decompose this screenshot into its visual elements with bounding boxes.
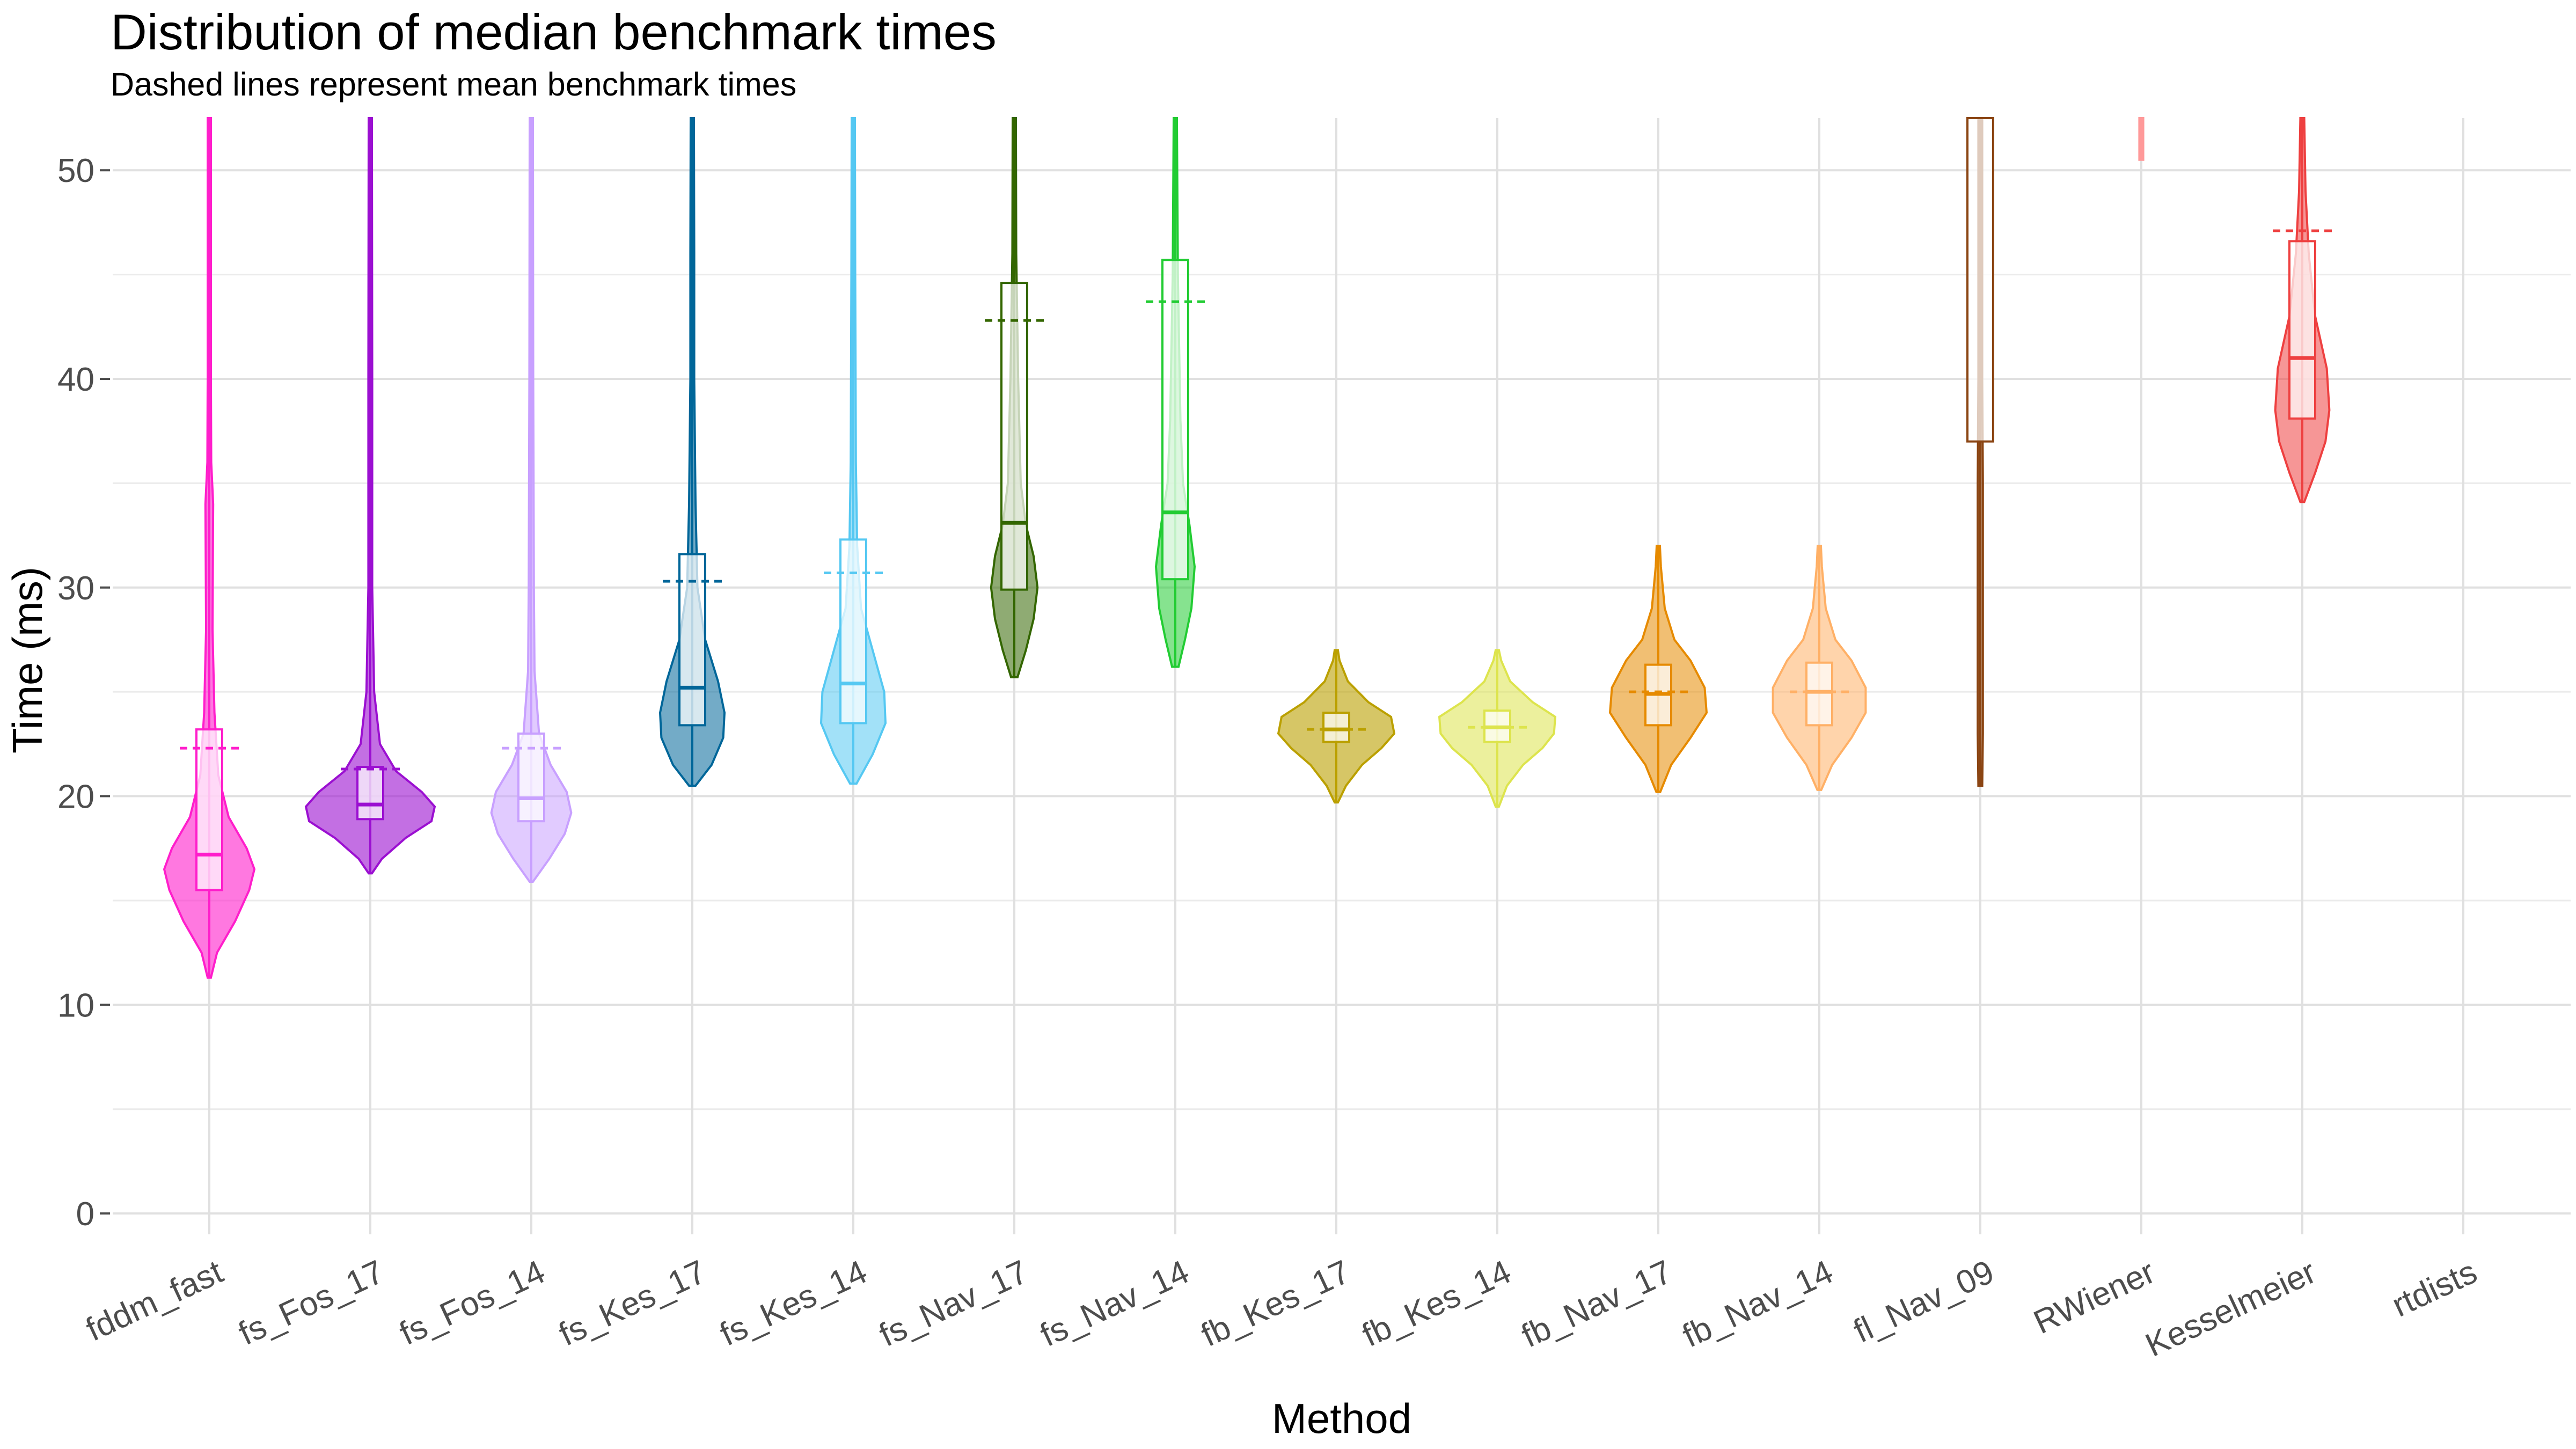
box-iqr <box>2288 240 2316 420</box>
x-axis: fddm_fast fs_Fos_17 fs_Fos_14 fs_Kes_17 fs_K… <box>80 1253 2483 1364</box>
x-tick-label: fs_Fos_14 <box>394 1253 551 1352</box>
violin-group <box>490 117 573 883</box>
violin-group <box>985 117 1044 678</box>
x-tick-label: fb_Kes_17 <box>1196 1253 1356 1354</box>
x-tick-label: fs_Kes_17 <box>553 1253 712 1353</box>
chart-subtitle: Dashed lines represent mean benchmark ti… <box>111 66 797 103</box>
y-tick-label: 0 <box>76 1196 94 1233</box>
violin-group <box>304 117 436 875</box>
box-iqr <box>1322 712 1350 743</box>
chart-title: Distribution of median benchmark times <box>111 4 997 60</box>
violin-group <box>1438 649 1557 808</box>
x-tick-label: fb_Kes_14 <box>1357 1253 1517 1354</box>
violin-group <box>1608 545 1708 793</box>
x-tick-label: RWiener <box>2028 1253 2161 1341</box>
violin-group <box>1772 545 1867 791</box>
y-tick-label: 30 <box>57 570 94 607</box>
x-tick-label: fb_Nav_17 <box>1516 1253 1678 1355</box>
y-axis-title: Time (ms) <box>4 567 51 753</box>
box-iqr <box>1161 259 1189 581</box>
x-tick-label: fb_Nav_14 <box>1677 1253 1839 1355</box>
x-tick-label: Kesselmeier <box>2140 1253 2322 1364</box>
violin-group <box>2273 117 2332 503</box>
y-tick-label: 40 <box>57 361 94 398</box>
x-tick-label: fs_Nav_14 <box>1035 1253 1195 1354</box>
x-tick-label: fs_Nav_17 <box>874 1253 1034 1354</box>
y-axis: 0 10 20 30 40 50 <box>57 152 110 1233</box>
box-iqr <box>1805 661 1833 727</box>
x-tick-label: fl_Nav_09 <box>1848 1253 2000 1350</box>
y-tick-label: 20 <box>57 779 94 816</box>
violin-group <box>163 117 256 979</box>
y-tick-label: 10 <box>57 987 94 1024</box>
violin-layer <box>163 117 2332 979</box>
box-iqr <box>356 766 384 821</box>
x-tick-label: fs_Fos_17 <box>233 1253 390 1352</box>
violin-group <box>819 117 887 785</box>
x-tick-label: rtdists <box>2387 1253 2483 1324</box>
x-tick-label: fs_Kes_14 <box>714 1253 873 1353</box>
x-axis-title: Method <box>1272 1395 1411 1442</box>
violin-group <box>1146 117 1205 668</box>
violin-group <box>1277 649 1396 804</box>
y-tick-label: 50 <box>57 152 94 189</box>
x-tick-label: fddm_fast <box>80 1253 229 1349</box>
box-iqr <box>839 538 867 724</box>
box-iqr <box>1000 282 1028 591</box>
box-iqr <box>678 553 706 727</box>
box-iqr <box>1966 117 1994 443</box>
box-iqr <box>517 732 545 823</box>
box-iqr <box>195 728 223 891</box>
violin-group <box>1966 117 1994 787</box>
violin-group <box>2138 117 2145 161</box>
violin-group <box>658 117 726 787</box>
